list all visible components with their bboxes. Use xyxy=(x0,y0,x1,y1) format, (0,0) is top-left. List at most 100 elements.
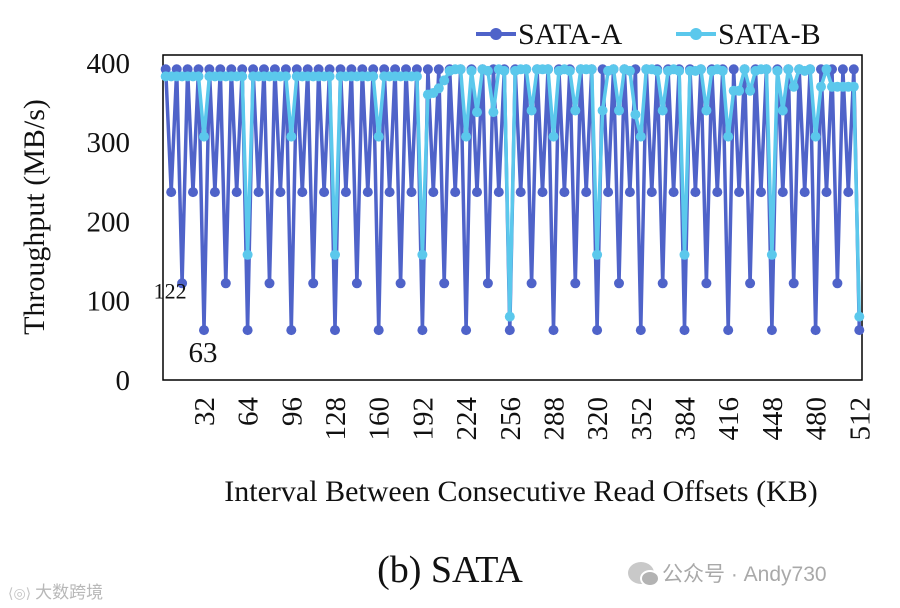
data-point-sata-b xyxy=(521,64,532,75)
data-point-sata-b xyxy=(488,107,499,118)
data-point-sata-a xyxy=(199,325,209,336)
data-point-sata-b xyxy=(199,131,209,142)
data-point-sata-a xyxy=(362,187,373,198)
data-point-sata-a xyxy=(450,187,461,198)
data-point-sata-a xyxy=(231,187,242,198)
data-point-sata-b xyxy=(734,85,745,96)
data-point-sata-a xyxy=(406,187,417,198)
data-point-sata-b xyxy=(777,105,788,116)
data-point-sata-a xyxy=(843,187,854,198)
data-point-sata-a xyxy=(788,278,799,289)
data-point-sata-a xyxy=(526,278,537,289)
data-point-sata-b xyxy=(586,64,597,75)
data-point-sata-b xyxy=(330,249,340,260)
data-point-sata-a xyxy=(401,64,411,75)
data-point-sata-a xyxy=(690,187,701,198)
data-point-sata-a xyxy=(472,187,482,198)
y-tick-label-0: 0 xyxy=(116,365,131,397)
x-tick-label-288: 288 xyxy=(538,397,570,441)
data-point-sata-b xyxy=(761,64,772,75)
data-point-sata-b xyxy=(592,249,603,260)
data-point-sata-a xyxy=(379,64,390,75)
data-point-sata-b xyxy=(805,64,816,75)
data-point-sata-b xyxy=(679,249,690,260)
data-point-sata-a xyxy=(504,325,515,336)
data-point-sata-a xyxy=(624,187,635,198)
data-point-sata-a xyxy=(275,187,286,198)
data-point-sata-b xyxy=(439,75,450,86)
legend-marker-sata-a xyxy=(490,28,502,40)
x-tick-label-224: 224 xyxy=(451,397,483,441)
data-point-sata-a xyxy=(242,325,253,336)
watermark-left: ⟨◎⟩ 大数跨境 xyxy=(8,578,103,603)
data-point-sata-a xyxy=(712,187,723,198)
data-point-sata-a xyxy=(291,64,302,75)
data-point-sata-a xyxy=(390,64,401,75)
data-point-sata-a xyxy=(286,325,297,336)
data-point-sata-a xyxy=(220,278,231,289)
data-point-sata-b xyxy=(482,65,493,76)
data-point-sata-b xyxy=(455,64,466,75)
data-point-sata-a xyxy=(734,187,745,198)
legend: SATA-A SATA-B xyxy=(476,18,821,51)
data-point-sata-b xyxy=(368,71,379,82)
data-point-sata-a xyxy=(515,187,526,198)
data-point-sata-a xyxy=(745,278,756,289)
x-tick-label-384: 384 xyxy=(670,397,702,441)
data-point-sata-a xyxy=(319,187,330,198)
y-tick-label-100: 100 xyxy=(87,286,131,318)
x-tick-label-448: 448 xyxy=(757,397,789,441)
x-axis-title: Interval Between Consecutive Read Offset… xyxy=(224,475,817,508)
data-point-sata-b xyxy=(504,311,515,322)
data-point-sata-a xyxy=(799,187,810,198)
data-point-sata-a xyxy=(581,187,592,198)
data-point-sata-a xyxy=(182,64,193,75)
data-point-sata-a xyxy=(646,187,657,198)
data-point-sata-a xyxy=(313,64,324,75)
x-tick-label-352: 352 xyxy=(626,397,658,441)
data-point-sata-b xyxy=(717,65,728,76)
data-point-sata-b xyxy=(854,311,865,322)
data-point-sata-a xyxy=(302,64,313,75)
data-point-sata-a xyxy=(395,278,406,289)
data-point-sata-b xyxy=(723,131,734,142)
data-point-sata-b xyxy=(695,64,706,75)
data-point-sata-b xyxy=(810,131,821,142)
data-point-sata-b xyxy=(772,65,783,76)
data-point-sata-b xyxy=(635,131,646,142)
data-point-sata-a xyxy=(226,64,237,75)
data-point-sata-a xyxy=(204,64,215,75)
data-point-sata-a xyxy=(346,64,357,75)
x-tick-label-256: 256 xyxy=(495,397,527,441)
data-point-sata-a xyxy=(171,64,182,75)
data-point-sata-a xyxy=(411,64,422,75)
data-point-sata-a xyxy=(335,64,346,75)
data-point-sata-b xyxy=(548,131,559,142)
data-point-sata-a xyxy=(259,64,269,75)
data-point-sata-b xyxy=(701,105,712,116)
data-point-sata-b xyxy=(652,65,663,76)
data-point-sata-b xyxy=(286,131,297,142)
data-point-sata-a xyxy=(461,325,472,336)
x-tick-label-32: 32 xyxy=(189,397,221,426)
x-tick-label-512: 512 xyxy=(844,397,876,441)
data-point-sata-b xyxy=(237,71,248,82)
data-point-sata-a xyxy=(766,325,777,336)
x-tick-label-320: 320 xyxy=(582,397,614,441)
data-point-sata-a xyxy=(193,64,204,75)
data-point-sata-b xyxy=(848,81,859,92)
wechat-icon xyxy=(628,562,660,587)
data-point-sata-a xyxy=(433,64,444,75)
data-point-sata-a xyxy=(832,278,843,289)
y-axis-title: Throughput (MB/s) xyxy=(18,99,51,335)
data-point-sata-b xyxy=(657,105,668,116)
data-point-sata-a xyxy=(422,64,433,75)
data-point-sata-a xyxy=(188,187,198,198)
data-point-sata-b xyxy=(597,105,608,116)
data-point-sata-a xyxy=(417,325,428,336)
data-point-sata-a xyxy=(340,187,351,198)
data-point-sata-a xyxy=(264,278,275,289)
watermark-right-text: 公众号 · Andy730 xyxy=(662,563,827,586)
data-point-sata-a xyxy=(854,325,865,336)
